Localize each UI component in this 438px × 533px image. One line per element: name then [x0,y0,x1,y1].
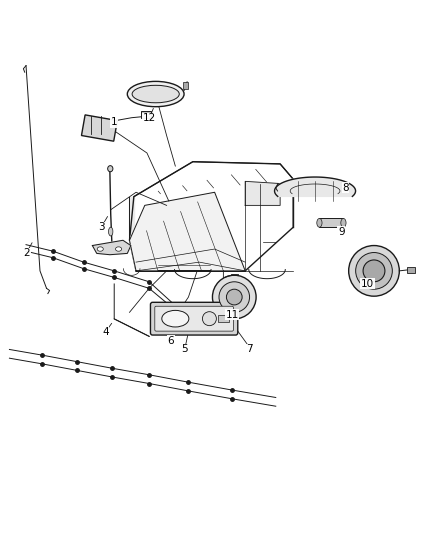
Bar [218,315,229,322]
Circle shape [356,253,392,289]
Ellipse shape [341,219,346,227]
Bar [81,115,117,141]
Bar [141,111,151,118]
Circle shape [219,282,250,312]
Text: 1: 1 [111,117,117,127]
Ellipse shape [317,219,322,227]
Text: 10: 10 [361,279,374,289]
Ellipse shape [116,247,122,251]
Ellipse shape [97,247,103,251]
Text: 11: 11 [226,310,239,319]
Text: 2: 2 [24,248,30,259]
Polygon shape [245,181,280,205]
Text: 9: 9 [338,227,345,237]
Text: 7: 7 [246,344,253,354]
Bar [319,219,343,227]
Text: 8: 8 [343,183,349,193]
Circle shape [349,246,399,296]
Circle shape [212,275,256,319]
Ellipse shape [162,310,189,327]
Polygon shape [130,161,293,271]
Polygon shape [130,197,134,240]
Ellipse shape [109,227,113,236]
Polygon shape [130,192,245,271]
Text: 3: 3 [98,222,104,232]
Bar [183,82,187,89]
Text: 4: 4 [102,327,109,337]
Text: 6: 6 [168,336,174,346]
FancyBboxPatch shape [155,306,233,331]
Polygon shape [275,177,356,196]
Circle shape [363,260,385,282]
Ellipse shape [127,82,184,107]
FancyBboxPatch shape [150,302,238,335]
Text: 12: 12 [142,113,156,123]
Circle shape [202,312,216,326]
Bar [407,266,415,273]
Circle shape [226,289,242,305]
Text: 5: 5 [181,344,187,354]
Ellipse shape [108,166,113,172]
Ellipse shape [132,85,179,103]
Polygon shape [92,240,131,255]
